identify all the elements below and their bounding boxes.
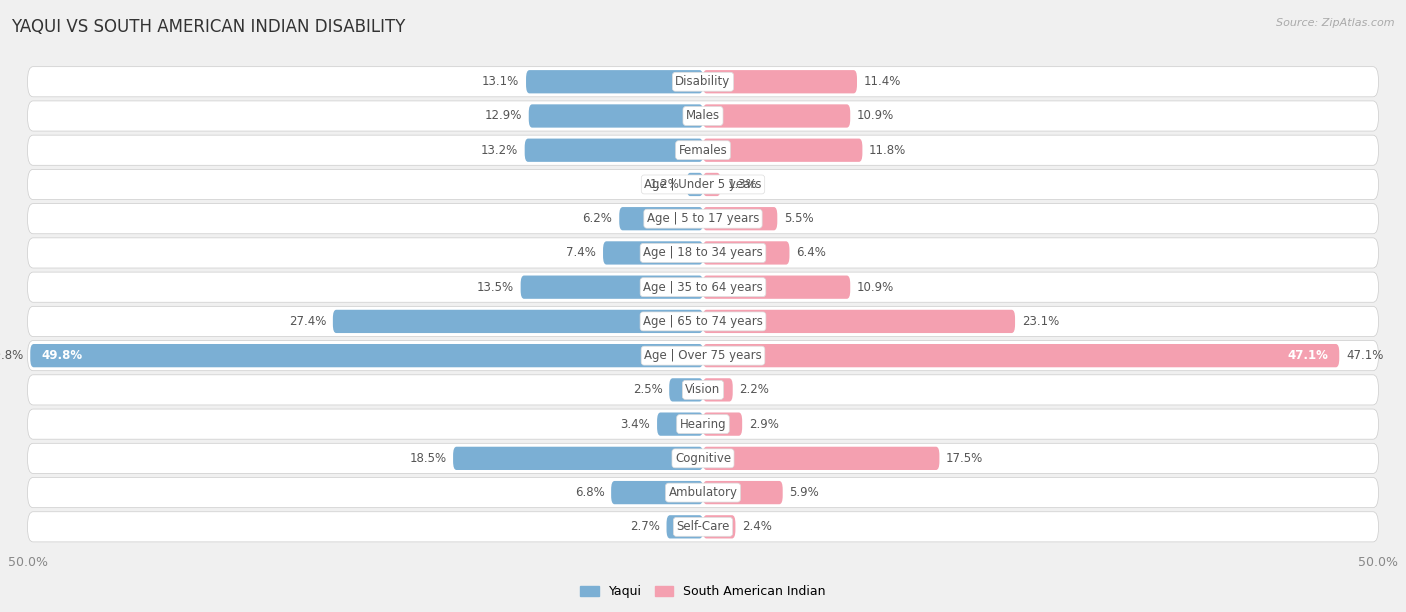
FancyBboxPatch shape	[28, 238, 1378, 268]
Text: 5.5%: 5.5%	[785, 212, 814, 225]
Text: Age | 65 to 74 years: Age | 65 to 74 years	[643, 315, 763, 328]
Text: Disability: Disability	[675, 75, 731, 88]
Text: 2.2%: 2.2%	[740, 383, 769, 397]
FancyBboxPatch shape	[603, 241, 703, 264]
Text: Source: ZipAtlas.com: Source: ZipAtlas.com	[1277, 18, 1395, 28]
Text: 13.2%: 13.2%	[481, 144, 517, 157]
FancyBboxPatch shape	[31, 344, 703, 367]
FancyBboxPatch shape	[28, 409, 1378, 439]
FancyBboxPatch shape	[619, 207, 703, 230]
FancyBboxPatch shape	[612, 481, 703, 504]
Text: 11.8%: 11.8%	[869, 144, 907, 157]
FancyBboxPatch shape	[28, 101, 1378, 131]
Text: 23.1%: 23.1%	[1022, 315, 1059, 328]
Text: 27.4%: 27.4%	[288, 315, 326, 328]
Text: 17.5%: 17.5%	[946, 452, 983, 465]
Text: 12.9%: 12.9%	[485, 110, 522, 122]
FancyBboxPatch shape	[703, 310, 1015, 333]
Text: 2.5%: 2.5%	[633, 383, 662, 397]
FancyBboxPatch shape	[28, 341, 1378, 371]
Text: 49.8%: 49.8%	[41, 349, 82, 362]
FancyBboxPatch shape	[28, 375, 1378, 405]
Text: 13.1%: 13.1%	[482, 75, 519, 88]
FancyBboxPatch shape	[703, 70, 858, 94]
Text: Age | 35 to 64 years: Age | 35 to 64 years	[643, 281, 763, 294]
Text: Males: Males	[686, 110, 720, 122]
FancyBboxPatch shape	[28, 135, 1378, 165]
Text: 6.8%: 6.8%	[575, 486, 605, 499]
Text: 6.4%: 6.4%	[796, 247, 827, 259]
FancyBboxPatch shape	[657, 412, 703, 436]
FancyBboxPatch shape	[703, 447, 939, 470]
FancyBboxPatch shape	[333, 310, 703, 333]
Text: Cognitive: Cognitive	[675, 452, 731, 465]
Text: 10.9%: 10.9%	[858, 110, 894, 122]
FancyBboxPatch shape	[28, 204, 1378, 234]
FancyBboxPatch shape	[28, 512, 1378, 542]
Text: 47.1%: 47.1%	[1288, 349, 1329, 362]
Text: 18.5%: 18.5%	[409, 452, 446, 465]
FancyBboxPatch shape	[703, 173, 720, 196]
Text: 2.9%: 2.9%	[749, 417, 779, 431]
FancyBboxPatch shape	[703, 378, 733, 401]
FancyBboxPatch shape	[28, 443, 1378, 474]
FancyBboxPatch shape	[453, 447, 703, 470]
Text: 1.3%: 1.3%	[727, 178, 756, 191]
Text: 10.9%: 10.9%	[858, 281, 894, 294]
Text: YAQUI VS SOUTH AMERICAN INDIAN DISABILITY: YAQUI VS SOUTH AMERICAN INDIAN DISABILIT…	[11, 18, 405, 36]
Text: Age | 5 to 17 years: Age | 5 to 17 years	[647, 212, 759, 225]
FancyBboxPatch shape	[669, 378, 703, 401]
Text: 2.4%: 2.4%	[742, 520, 772, 533]
Text: 2.7%: 2.7%	[630, 520, 659, 533]
Text: 49.8%: 49.8%	[0, 349, 24, 362]
FancyBboxPatch shape	[28, 477, 1378, 508]
Text: Hearing: Hearing	[679, 417, 727, 431]
Text: Females: Females	[679, 144, 727, 157]
Text: Age | 18 to 34 years: Age | 18 to 34 years	[643, 247, 763, 259]
Text: 3.4%: 3.4%	[620, 417, 651, 431]
FancyBboxPatch shape	[703, 138, 862, 162]
Text: 5.9%: 5.9%	[789, 486, 820, 499]
Text: Ambulatory: Ambulatory	[668, 486, 738, 499]
FancyBboxPatch shape	[28, 67, 1378, 97]
FancyBboxPatch shape	[703, 344, 1340, 367]
FancyBboxPatch shape	[703, 515, 735, 539]
FancyBboxPatch shape	[703, 412, 742, 436]
Text: Vision: Vision	[685, 383, 721, 397]
Text: 47.1%: 47.1%	[1346, 349, 1384, 362]
FancyBboxPatch shape	[28, 307, 1378, 337]
Text: 1.2%: 1.2%	[650, 178, 681, 191]
FancyBboxPatch shape	[703, 207, 778, 230]
FancyBboxPatch shape	[703, 481, 783, 504]
Text: 13.5%: 13.5%	[477, 281, 513, 294]
FancyBboxPatch shape	[703, 104, 851, 128]
FancyBboxPatch shape	[520, 275, 703, 299]
Text: Age | Over 75 years: Age | Over 75 years	[644, 349, 762, 362]
FancyBboxPatch shape	[526, 70, 703, 94]
FancyBboxPatch shape	[703, 241, 789, 264]
Text: 6.2%: 6.2%	[582, 212, 613, 225]
Text: 11.4%: 11.4%	[863, 75, 901, 88]
Text: 7.4%: 7.4%	[567, 247, 596, 259]
Legend: Yaqui, South American Indian: Yaqui, South American Indian	[575, 580, 831, 603]
Text: Self-Care: Self-Care	[676, 520, 730, 533]
FancyBboxPatch shape	[28, 272, 1378, 302]
FancyBboxPatch shape	[703, 275, 851, 299]
FancyBboxPatch shape	[529, 104, 703, 128]
FancyBboxPatch shape	[28, 170, 1378, 200]
FancyBboxPatch shape	[686, 173, 703, 196]
FancyBboxPatch shape	[666, 515, 703, 539]
FancyBboxPatch shape	[524, 138, 703, 162]
Text: Age | Under 5 years: Age | Under 5 years	[644, 178, 762, 191]
